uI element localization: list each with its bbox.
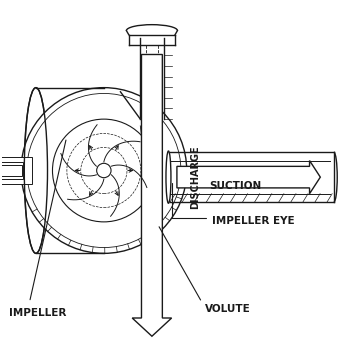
Ellipse shape — [24, 88, 48, 253]
Circle shape — [52, 119, 155, 222]
Text: IMPELLER EYE: IMPELLER EYE — [212, 216, 295, 226]
Bar — [0, 157, 32, 184]
Polygon shape — [132, 55, 172, 336]
Bar — [1, 165, 22, 176]
Text: DISCHARGE: DISCHARGE — [190, 146, 200, 209]
Text: IMPELLER: IMPELLER — [9, 308, 67, 317]
Text: VOLUTE: VOLUTE — [205, 304, 251, 314]
Ellipse shape — [166, 151, 171, 203]
Bar — [0, 162, 23, 179]
Circle shape — [97, 163, 111, 178]
Polygon shape — [177, 161, 320, 194]
Circle shape — [21, 88, 187, 253]
Text: SUCTION: SUCTION — [210, 181, 262, 191]
